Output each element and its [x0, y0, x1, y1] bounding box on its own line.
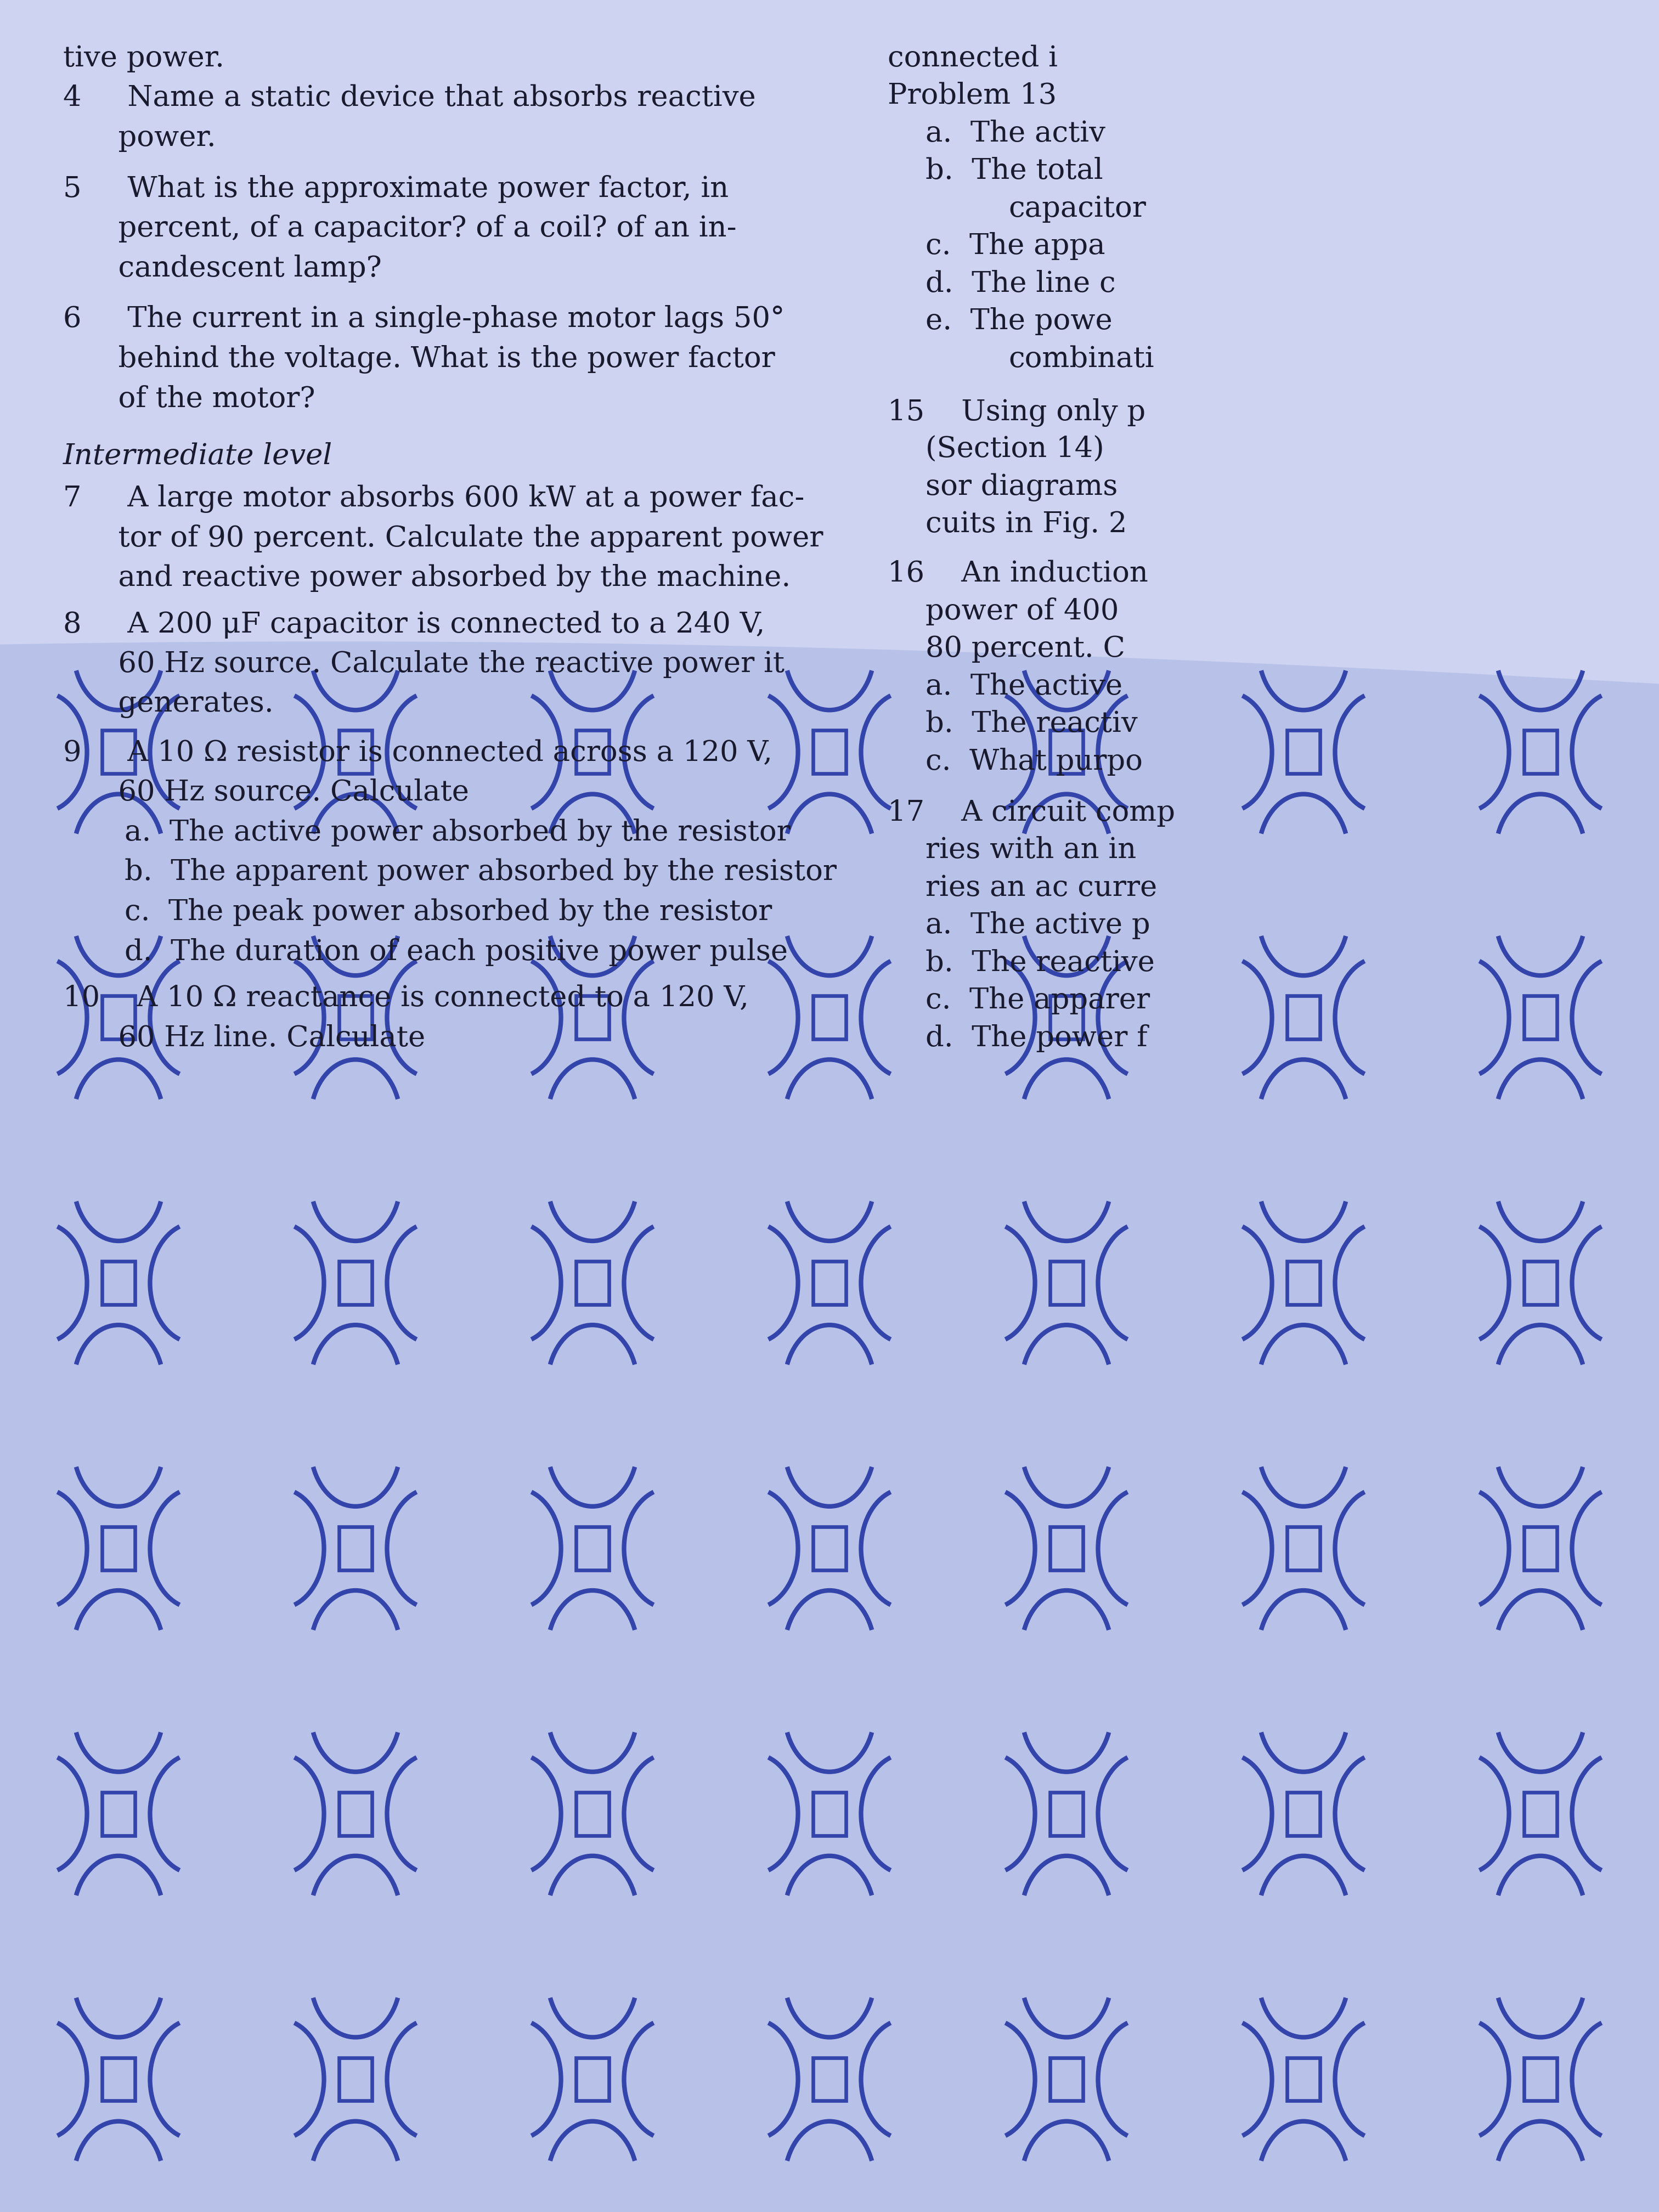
Text: power of 400: power of 400	[926, 597, 1120, 626]
Text: d.  The line c: d. The line c	[926, 270, 1117, 299]
Text: c.  What purpo: c. What purpo	[926, 748, 1143, 776]
Text: ries with an in: ries with an in	[926, 836, 1136, 865]
Text: c.  The appa: c. The appa	[926, 232, 1105, 261]
Text: 60 Hz line. Calculate: 60 Hz line. Calculate	[63, 1024, 425, 1053]
Text: 80 percent. C: 80 percent. C	[926, 635, 1125, 664]
Text: b.  The apparent power absorbed by the resistor: b. The apparent power absorbed by the re…	[124, 858, 836, 887]
Text: a.  The active p: a. The active p	[926, 911, 1150, 940]
Text: power.: power.	[63, 124, 216, 153]
Text: of the motor?: of the motor?	[63, 385, 315, 414]
Text: c.  The apparer: c. The apparer	[926, 987, 1150, 1015]
Text: e.  The powe: e. The powe	[926, 307, 1113, 336]
Text: Problem 13: Problem 13	[888, 82, 1057, 111]
Text: 4     Name a static device that absorbs reactive: 4 Name a static device that absorbs reac…	[63, 84, 757, 113]
Text: tor of 90 percent. Calculate the apparent power: tor of 90 percent. Calculate the apparen…	[63, 524, 823, 553]
Text: b.  The total: b. The total	[926, 157, 1103, 186]
Text: b.  The reactive: b. The reactive	[926, 949, 1155, 978]
Text: a.  The active power absorbed by the resistor: a. The active power absorbed by the resi…	[124, 818, 790, 847]
Text: 8     A 200 μF capacitor is connected to a 240 V,: 8 A 200 μF capacitor is connected to a 2…	[63, 611, 765, 639]
Text: behind the voltage. What is the power factor: behind the voltage. What is the power fa…	[63, 345, 775, 374]
Text: capacitor: capacitor	[1009, 195, 1146, 223]
Text: and reactive power absorbed by the machine.: and reactive power absorbed by the machi…	[63, 564, 791, 593]
Text: 10    A 10 Ω reactance is connected to a 120 V,: 10 A 10 Ω reactance is connected to a 12…	[63, 984, 748, 1013]
Text: percent, of a capacitor? of a coil? of an in-: percent, of a capacitor? of a coil? of a…	[63, 215, 737, 243]
Text: 6     The current in a single-phase motor lags 50°: 6 The current in a single-phase motor la…	[63, 305, 785, 334]
Text: 16    An induction: 16 An induction	[888, 560, 1148, 588]
Text: 17    A circuit comp: 17 A circuit comp	[888, 799, 1175, 827]
Text: 60 Hz source. Calculate: 60 Hz source. Calculate	[63, 779, 469, 807]
Text: 60 Hz source. Calculate the reactive power it: 60 Hz source. Calculate the reactive pow…	[63, 650, 785, 679]
Text: a.  The activ: a. The activ	[926, 119, 1105, 148]
Text: Intermediate level: Intermediate level	[63, 442, 332, 471]
Text: 7     A large motor absorbs 600 kW at a power fac-: 7 A large motor absorbs 600 kW at a powe…	[63, 484, 805, 513]
Text: 15    Using only p: 15 Using only p	[888, 398, 1145, 427]
Text: candescent lamp?: candescent lamp?	[63, 254, 382, 283]
Text: d.  The duration of each positive power pulse: d. The duration of each positive power p…	[124, 938, 788, 967]
Text: combinati: combinati	[1009, 345, 1155, 374]
Text: generates.: generates.	[63, 690, 274, 719]
Text: cuits in Fig. 2: cuits in Fig. 2	[926, 511, 1126, 540]
Text: connected i: connected i	[888, 44, 1058, 73]
Text: (Section 14): (Section 14)	[926, 436, 1105, 465]
Text: 9     A 10 Ω resistor is connected across a 120 V,: 9 A 10 Ω resistor is connected across a …	[63, 739, 773, 768]
Text: 5     What is the approximate power factor, in: 5 What is the approximate power factor, …	[63, 175, 728, 204]
Text: sor diagrams: sor diagrams	[926, 473, 1118, 502]
Text: tive power.: tive power.	[63, 44, 224, 73]
Polygon shape	[0, 0, 1659, 684]
Text: d.  The power f: d. The power f	[926, 1024, 1148, 1053]
Text: b.  The reactiv: b. The reactiv	[926, 710, 1138, 739]
Text: a.  The active: a. The active	[926, 672, 1123, 701]
Bar	[0, 619, 1659, 2212]
Text: ries an ac curre: ries an ac curre	[926, 874, 1158, 902]
Text: c.  The peak power absorbed by the resistor: c. The peak power absorbed by the resist…	[124, 898, 771, 927]
